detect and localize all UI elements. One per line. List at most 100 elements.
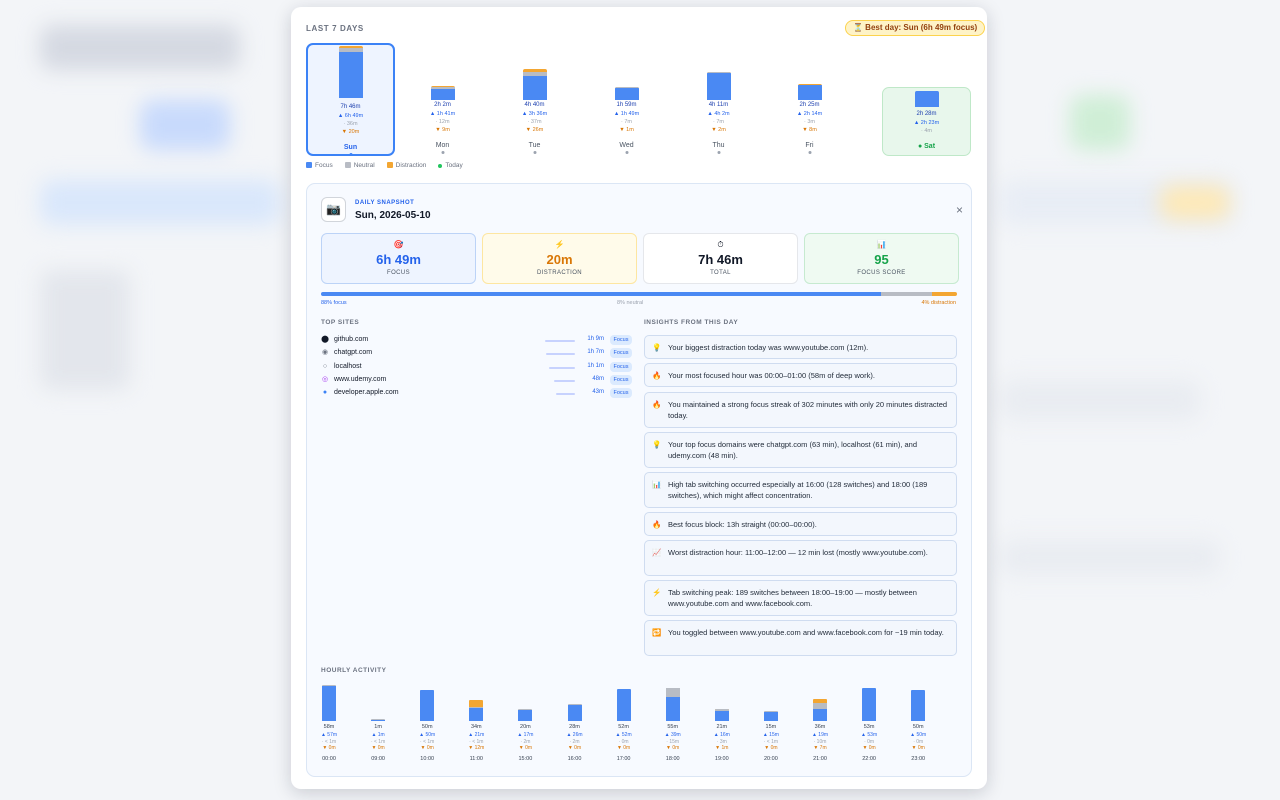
day-bar-seg-f bbox=[430, 88, 455, 100]
snapshot-date: Sun, 2026-05-10 bbox=[355, 210, 431, 221]
stat-icon: 📊 bbox=[876, 240, 887, 249]
hour-column-21:00[interactable]: 36m ▲ 19m · 10m ▼ 7m 21:00 bbox=[798, 678, 842, 768]
hour-neutral: · < 1m bbox=[420, 738, 435, 745]
hour-total: 55m bbox=[667, 724, 679, 730]
insight-item-1: 🔥 Your most focused hour was 00:00–01:00 … bbox=[644, 363, 957, 387]
hour-bar-seg-f bbox=[763, 711, 778, 721]
site-row-4[interactable]: ● developer.apple.com 43m Focus bbox=[321, 388, 632, 400]
hour-column-23:00[interactable]: 50m ▲ 50m · 0m ▼ 0m 23:00 bbox=[896, 678, 940, 768]
day-total: 1h 59m bbox=[616, 102, 637, 108]
stat-icon: 🎯 bbox=[393, 240, 404, 249]
hour-distraction: ▼ 0m bbox=[764, 745, 778, 751]
hour-focus: ▲ 52m bbox=[615, 732, 632, 738]
hour-bar-seg-n bbox=[665, 687, 680, 697]
top-sites-title: TOP SITES bbox=[321, 319, 360, 326]
stat-card-focus-score: 📊 95 FOCUS SCORE bbox=[804, 233, 959, 284]
hour-total: 20m bbox=[520, 724, 531, 730]
hour-label: 21:00 bbox=[813, 756, 827, 762]
hour-label: 00:00 bbox=[322, 756, 336, 762]
site-duration: 1h 1m bbox=[587, 362, 604, 369]
split-focus-label: 88% focus bbox=[321, 300, 347, 306]
hour-column-17:00[interactable]: 52m ▲ 52m · 0m ▼ 0m 17:00 bbox=[602, 678, 646, 768]
hour-neutral: · 3m bbox=[716, 738, 727, 745]
hour-column-09:00[interactable]: 1m ▲ 1m · < 1m ▼ 0m 09:00 bbox=[356, 678, 400, 768]
hour-column-00:00[interactable]: 58m ▲ 57m · < 1m ▼ 0m 00:00 bbox=[307, 678, 351, 768]
insight-text: You toggled between www.youtube.com and … bbox=[668, 628, 944, 637]
legend-neutral: Neutral bbox=[344, 162, 375, 169]
site-duration: 1h 7m bbox=[587, 349, 604, 356]
day-focus: ▲ 4h 2m bbox=[707, 111, 730, 117]
day-bar-seg-f bbox=[706, 72, 731, 100]
site-category-tag: Focus bbox=[610, 374, 632, 385]
day-dot bbox=[808, 151, 811, 154]
site-duration: 48m bbox=[592, 375, 604, 382]
hour-distraction: ▼ 0m bbox=[518, 745, 533, 751]
hour-focus: ▲ 57m bbox=[320, 732, 338, 738]
hour-column-22:00[interactable]: 53m ▲ 53m · 0m ▼ 0m 22:00 bbox=[847, 678, 891, 768]
site-favicon-icon: ◉ bbox=[321, 349, 329, 357]
hour-total: 15m bbox=[765, 724, 777, 730]
hour-bar-seg-n bbox=[714, 709, 729, 712]
site-usage-bar bbox=[545, 353, 575, 356]
site-category-tag: Focus bbox=[610, 348, 632, 359]
site-row-2[interactable]: ○ localhost 1h 1m Focus bbox=[321, 361, 632, 374]
site-row-0[interactable]: ⬤ github.com 1h 9m Focus bbox=[321, 335, 632, 347]
day-bar-seg-d bbox=[522, 68, 547, 72]
day-focus: ▲ 1h 49m bbox=[613, 111, 640, 117]
insight-item-7: ⚡ Tab switching peak: 189 switches betwee… bbox=[644, 580, 957, 616]
hour-total: 50m bbox=[912, 724, 924, 730]
hour-column-10:00[interactable]: 50m ▲ 50m · < 1m ▼ 0m 10:00 bbox=[405, 678, 449, 768]
day-distraction: ▼ 2m bbox=[711, 127, 726, 133]
hour-distraction: ▼ 0m bbox=[911, 745, 925, 751]
hour-column-15:00[interactable]: 20m ▲ 17m · 2m ▼ 0m 15:00 bbox=[503, 678, 547, 768]
day-card-4[interactable]: 4h 11m ▲ 4h 2m · 7m ▼ 2m Thu bbox=[674, 43, 763, 156]
hour-column-16:00[interactable]: 28m ▲ 26m · 2m ▼ 0m 16:00 bbox=[553, 678, 597, 768]
day-bar-seg-f bbox=[614, 87, 639, 100]
site-row-3[interactable]: ◎ www.udemy.com 48m Focus bbox=[321, 374, 632, 387]
hour-column-19:00[interactable]: 21m ▲ 16m · 3m ▼ 1m 19:00 bbox=[700, 678, 744, 768]
stat-icon: ⏱ bbox=[717, 240, 724, 249]
hour-column-11:00[interactable]: 34m ▲ 21m · < 1m ▼ 12m 11:00 bbox=[454, 678, 498, 768]
day-card-3[interactable]: 1h 59m ▲ 1h 49m · 7m ▼ 1m Wed bbox=[582, 43, 671, 156]
day-neutral: · 7m bbox=[713, 119, 724, 125]
hour-label: 19:00 bbox=[714, 756, 729, 762]
close-icon[interactable]: × bbox=[955, 203, 963, 217]
hour-bar-seg-f bbox=[813, 709, 827, 721]
day-neutral: · 4m bbox=[921, 128, 932, 134]
hour-focus: ▲ 15m bbox=[762, 732, 779, 738]
day-dot bbox=[625, 151, 628, 154]
hour-bar-seg-f bbox=[911, 689, 926, 721]
hour-column-18:00[interactable]: 55m ▲ 39m · 15m ▼ 0m 18:00 bbox=[651, 678, 695, 768]
day-card-2[interactable]: 4h 40m ▲ 3h 36m · 37m ▼ 26m Tue bbox=[490, 43, 579, 156]
hour-bar-seg-f bbox=[420, 689, 435, 721]
stat-label: TOTAL bbox=[710, 270, 731, 276]
focus-split-bar bbox=[321, 292, 957, 296]
day-distraction: ▼ 9m bbox=[435, 127, 450, 133]
site-name: github.com bbox=[334, 336, 369, 343]
stat-value: 20m bbox=[546, 252, 573, 267]
day-card-0[interactable]: 7h 46m ▲ 6h 49m · 36m ▼ 20m Sun bbox=[306, 43, 395, 156]
stat-label: FOCUS SCORE bbox=[857, 270, 906, 276]
site-usage-bar bbox=[556, 393, 575, 396]
insight-item-6: 📈 Worst distraction hour: 11:00–12:00 — 1… bbox=[644, 540, 957, 576]
day-neutral: · 12m bbox=[435, 119, 450, 125]
split-distraction bbox=[931, 292, 957, 296]
insight-item-0: 💡 Your biggest distraction today was www.… bbox=[644, 335, 957, 359]
day-card-5[interactable]: 2h 25m ▲ 2h 14m · 3m ▼ 8m Fri bbox=[765, 43, 854, 156]
site-name: chatgpt.com bbox=[334, 349, 373, 357]
focus-stats-panel: LAST 7 DAYS ⏳ Best day: Sun (6h 49m focu… bbox=[291, 7, 987, 789]
hour-label: 11:00 bbox=[469, 756, 483, 762]
hour-total: 52m bbox=[618, 724, 629, 730]
day-distraction: ▼ 20m bbox=[341, 129, 360, 135]
site-favicon-icon: ◎ bbox=[321, 375, 329, 383]
insight-item-5: 🔥 Best focus block: 13h straight (00:00–0… bbox=[644, 512, 957, 536]
site-row-1[interactable]: ◉ chatgpt.com 1h 7m Focus bbox=[321, 348, 632, 360]
day-card-6[interactable]: 2h 28m ▲ 2h 23m · 4m ● Sat bbox=[882, 87, 971, 156]
insight-item-8: 🔁 You toggled between www.youtube.com and… bbox=[644, 620, 957, 656]
hour-distraction: ▼ 0m bbox=[371, 745, 385, 751]
day-card-1[interactable]: 2h 2m ▲ 1h 41m · 12m ▼ 9m Mon bbox=[398, 43, 487, 156]
day-dot bbox=[717, 151, 720, 154]
hour-column-20:00[interactable]: 15m ▲ 15m · < 1m ▼ 0m 20:00 bbox=[749, 678, 793, 768]
day-bar-seg-n bbox=[430, 87, 455, 89]
day-focus: ▲ 3h 36m bbox=[521, 111, 548, 117]
